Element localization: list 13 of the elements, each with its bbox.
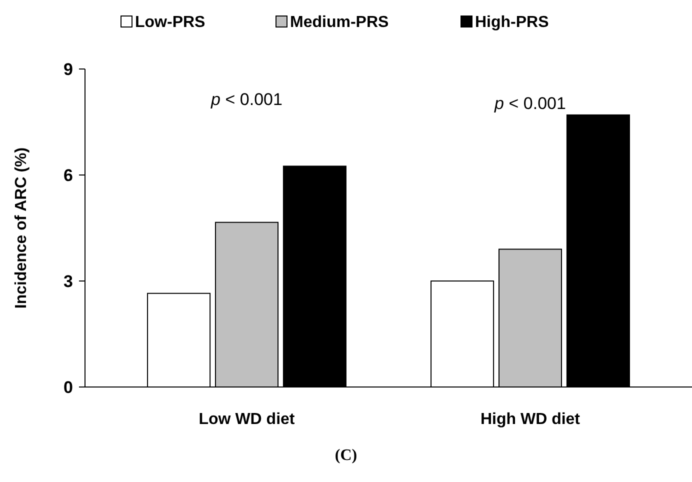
annotation: p < 0.001: [494, 94, 566, 113]
text: (C): [334, 447, 358, 464]
y-tick-label: 6: [64, 166, 73, 185]
x-tick-label: High WD diet: [480, 411, 581, 428]
legend-label: High-PRS: [475, 14, 550, 31]
y-axis-title: Incidence of ARC (%): [13, 147, 30, 309]
x-tick-label: Low WD diet: [198, 411, 296, 428]
y-tick-label: 3: [64, 272, 73, 291]
y-tick-label: 9: [64, 60, 73, 79]
legend-label: Low-PRS: [135, 14, 206, 31]
annotation: p < 0.001: [210, 90, 282, 109]
legend-label: Medium-PRS: [290, 14, 389, 31]
y-tick-label: 0: [64, 378, 73, 397]
